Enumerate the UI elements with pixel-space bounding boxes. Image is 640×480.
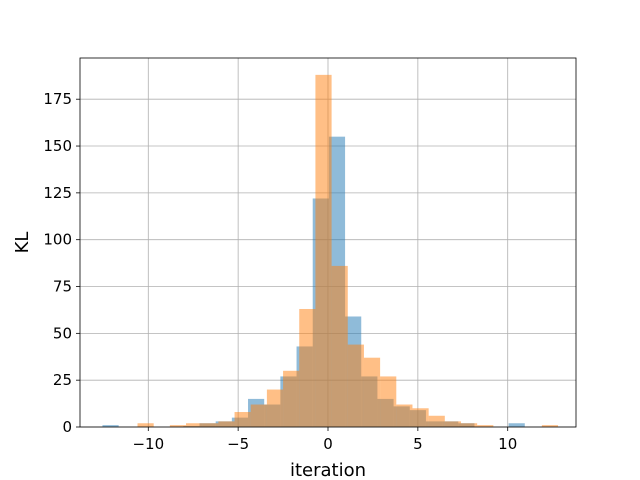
histogram-bar-series-2 [331, 265, 348, 427]
y-tick-label: 50 [53, 324, 72, 342]
y-tick-label: 75 [53, 278, 72, 296]
histogram-bar-series-2 [283, 370, 300, 427]
x-tick-label: −5 [227, 435, 249, 453]
histogram-bar-series-2 [202, 423, 219, 427]
histogram-bar-series-2 [137, 423, 154, 427]
histogram-bar-series-2 [186, 423, 203, 427]
histogram-bar-series-2 [477, 425, 494, 427]
y-tick-label: 175 [43, 90, 72, 108]
y-tick-label: 150 [43, 137, 72, 155]
histogram-bar-series-2 [169, 425, 187, 427]
y-tick-label: 125 [43, 184, 72, 202]
histogram-bar-series-2 [363, 357, 381, 427]
histogram-bar-series-2 [460, 423, 478, 427]
x-tick-label: 0 [323, 435, 333, 453]
histogram-bar-series-2 [218, 421, 235, 427]
histogram-bar-series-2 [234, 412, 251, 427]
y-axis-label: KL [12, 232, 33, 254]
y-tick-label: 100 [43, 231, 72, 249]
histogram-bar-series-2 [541, 425, 559, 427]
x-tick-label: −10 [132, 435, 164, 453]
y-tick-label: 25 [53, 371, 72, 389]
histogram-bar-series-2 [347, 344, 364, 427]
x-tick-label: 5 [413, 435, 423, 453]
histogram-bar-series-2 [444, 421, 461, 427]
x-axis-ticks: −10 −5 0 5 10 [132, 427, 517, 453]
histogram-bar-series-1 [102, 425, 119, 427]
histogram-bar-series-1 [508, 423, 525, 427]
histogram-bar-series-2 [396, 404, 413, 427]
histogram-bars [102, 74, 559, 428]
histogram-bar-series-2 [266, 389, 284, 427]
histogram-bar-series-2 [315, 74, 332, 428]
y-tick-label: 0 [62, 418, 72, 436]
x-tick-label: 10 [498, 435, 517, 453]
histogram-bar-series-2 [412, 408, 429, 427]
histogram-bar-series-2 [380, 376, 397, 427]
histogram-bar-series-2 [250, 404, 267, 427]
histogram-bar-series-2 [299, 308, 316, 427]
x-axis-label: iteration [290, 460, 366, 480]
histogram-bar-series-2 [428, 415, 445, 427]
y-axis-ticks: 0 25 50 75 100 125 150 175 [43, 90, 80, 436]
